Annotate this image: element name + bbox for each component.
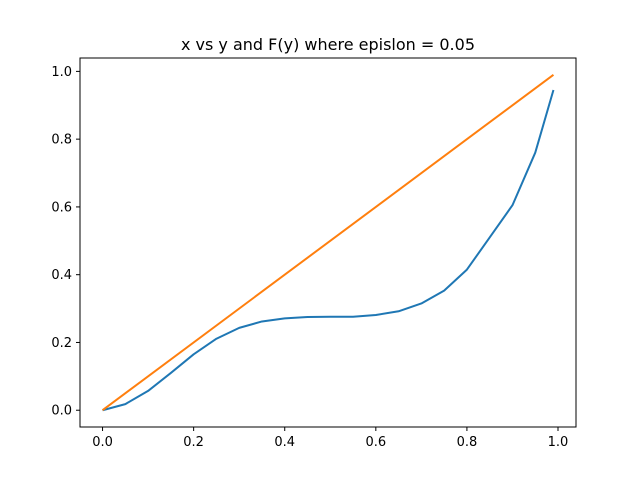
chart-title: x vs y and F(y) where epislon = 0.05 [181,35,475,54]
x-tick-label: 1.0 [548,435,569,450]
y-tick-label: 0.4 [51,268,72,283]
series-line-2 [101,73,555,412]
axes-frame [79,57,577,428]
x-tick-label: 0.2 [183,435,204,450]
y-tick-label: 1.0 [51,65,72,80]
series-line-1 [102,89,555,412]
x-tick-label: 0.6 [365,435,386,450]
y-tick-label: 0.0 [51,404,72,419]
x-tick-label: 0.4 [274,435,295,450]
y-tick-label: 0.2 [51,336,72,351]
plot-area [101,73,555,412]
y-tick-label: 0.6 [51,200,72,215]
x-tick-label: 0.0 [92,435,113,450]
y-axis: 0.0 0.2 0.4 0.6 0.8 1.0 [51,65,80,419]
x-tick-label: 0.8 [457,435,478,450]
y-tick-label: 0.8 [51,133,72,148]
x-axis: 0.0 0.2 0.4 0.6 0.8 1.0 [92,427,568,450]
